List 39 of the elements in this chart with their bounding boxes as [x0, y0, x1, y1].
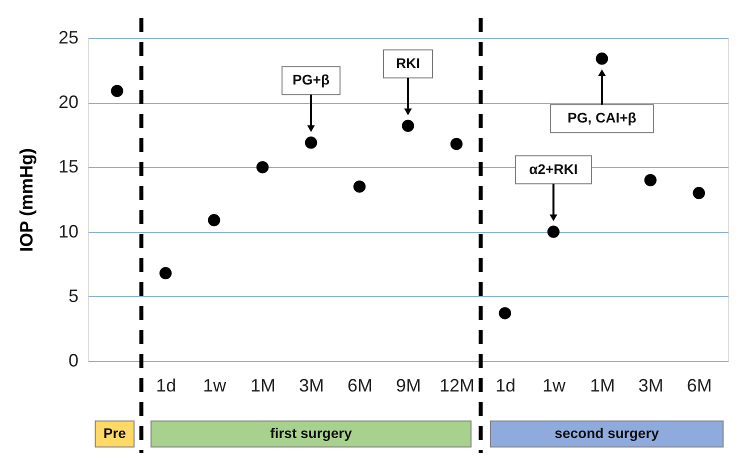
point: [596, 52, 608, 65]
y-tick-label: 20: [58, 92, 78, 112]
x-tick-label: 1d: [156, 376, 176, 396]
y-axis-title: IOP (mmHg): [16, 148, 36, 252]
x-tick-label: 1d: [495, 376, 516, 396]
x-tick-label: 1M: [590, 376, 615, 396]
point: [159, 267, 172, 280]
x-tick-label: 6M: [686, 376, 712, 396]
point: [692, 186, 706, 200]
point: [256, 161, 269, 174]
x-tick-label: 3M: [638, 376, 664, 396]
x-tick-label: 1M: [250, 376, 276, 396]
point: [304, 136, 318, 149]
annotation: PG+β: [292, 72, 330, 88]
point: [450, 138, 463, 150]
x-tick-label: 3M: [299, 376, 324, 396]
point: [498, 307, 512, 320]
x-tick-label: 9M: [396, 376, 422, 396]
x-tick-label: 6M: [348, 376, 373, 396]
y-tick-label: 5: [68, 286, 78, 306]
y-tick-label: 10: [58, 221, 78, 242]
point: [110, 84, 124, 98]
point: [644, 174, 657, 186]
y-tick-label: 25: [58, 28, 78, 48]
y-tick-label: 0: [68, 350, 78, 370]
annotation: PG, CAI+β: [568, 110, 637, 126]
x-tick-label: 12M: [439, 376, 474, 396]
x-tick-label: 1w: [203, 376, 228, 396]
y-tick-label: 15: [58, 156, 78, 177]
point: [547, 226, 560, 238]
point: [208, 214, 220, 226]
text: Pre: [103, 425, 126, 441]
annotation: RKI: [396, 54, 420, 71]
point: [353, 180, 366, 193]
x-tick-label: 1w: [542, 376, 566, 396]
text: first surgery: [270, 425, 352, 441]
annotation: α2+RKI: [529, 160, 578, 177]
text: second surgery: [554, 425, 660, 441]
point: [402, 120, 414, 132]
